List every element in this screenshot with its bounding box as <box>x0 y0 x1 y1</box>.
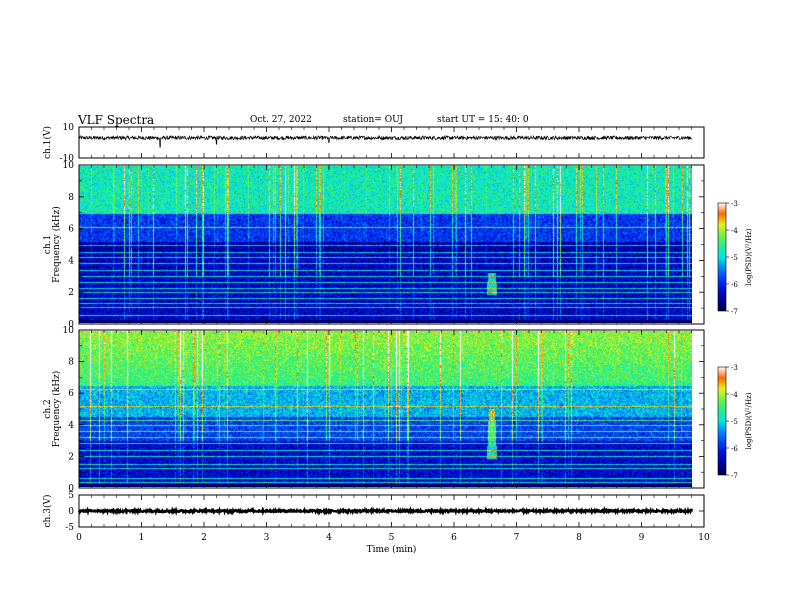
colorbar-tick-label: -6 <box>731 281 738 289</box>
y-tick-label: 2 <box>68 452 74 462</box>
y-axis-label-ch3-waveform: ch.3(V) <box>42 495 53 528</box>
colorbar-label: log(PSD)(V²/Hz) <box>745 228 753 285</box>
date-label: Oct. 27, 2022 <box>250 115 312 125</box>
colorbar-tick-label: -7 <box>731 472 738 480</box>
figure-title: VLF Spectra <box>78 113 155 127</box>
y-tick-label: 10 <box>63 326 75 336</box>
y-tick-label: 6 <box>68 225 74 235</box>
x-tick-label: 0 <box>76 533 82 543</box>
colorbar-tick-label: -7 <box>731 308 738 316</box>
y-tick-label: -5 <box>65 523 74 533</box>
y-tick-label: 6 <box>68 389 74 399</box>
y-tick-label: 8 <box>68 358 74 368</box>
colorbar-ch1-spectrogram <box>717 202 727 312</box>
x-tick-label: 4 <box>326 533 332 543</box>
station-label: station= OUJ <box>343 115 404 125</box>
x-tick-label: 9 <box>639 533 645 543</box>
y-axis-label-frequency: Frequency (kHz) <box>51 206 62 283</box>
x-tick-label: 8 <box>576 533 582 543</box>
x-tick-label: 7 <box>514 533 520 543</box>
spectrogram-image-ch1-spectrogram <box>79 166 692 323</box>
y-axis-label-channel: ch.2 <box>43 399 53 418</box>
y-tick-label: 0 <box>68 484 74 494</box>
y-axis-label-frequency: Frequency (kHz) <box>51 371 62 448</box>
waveform-ch3-waveform <box>77 505 694 517</box>
x-tick-label: 5 <box>389 533 395 543</box>
axis-ticks <box>78 126 705 528</box>
colorbars: -3 -4 -5 -6 -7 log(PSD)(V²/Hz) -3 -4 -5 -6 -7 log(P… <box>717 200 753 480</box>
y-tick-label: 4 <box>68 256 74 266</box>
y-tick-label: 2 <box>68 288 74 298</box>
x-tick-label: 10 <box>698 533 710 543</box>
y-tick-label: 0 <box>68 320 74 330</box>
start-time-label: start UT = 15: 40: 0 <box>437 115 529 125</box>
colorbar-ch2-spectrogram <box>717 366 727 476</box>
y-tick-label: 0 <box>68 507 74 517</box>
y-tick-label: -10 <box>60 154 75 164</box>
spectrogram-image-ch2-spectrogram <box>79 331 692 487</box>
colorbar-tick-label: -3 <box>731 200 738 208</box>
x-tick-label: 6 <box>451 533 457 543</box>
y-axis-label-channel: ch.1 <box>43 235 53 254</box>
colorbar-tick-label: -5 <box>731 254 738 262</box>
colorbar-tick-label: -3 <box>731 364 738 372</box>
colorbar-tick-label: -6 <box>731 445 738 453</box>
x-tick-label: 2 <box>201 533 207 543</box>
colorbar-tick-label: -4 <box>731 391 738 399</box>
x-tick-label: 3 <box>264 533 270 543</box>
y-tick-label: 4 <box>68 421 74 431</box>
y-tick-label: 5 <box>68 491 74 501</box>
waveform-traces <box>77 134 694 517</box>
y-tick-label: 10 <box>63 123 75 133</box>
y-tick-label: 8 <box>68 193 74 203</box>
y-axis-label-ch1-waveform: ch.1(V) <box>42 126 53 159</box>
colorbar-label: log(PSD)(V²/Hz) <box>745 392 753 449</box>
colorbar-tick-label: -4 <box>731 227 738 235</box>
spectrogram-images <box>79 166 692 487</box>
y-tick-label: 10 <box>63 161 75 171</box>
colorbar-tick-label: -5 <box>731 418 738 426</box>
x-tick-label: 1 <box>139 533 145 543</box>
waveform-ch1-waveform <box>78 134 693 148</box>
x-axis-label: Time (min) <box>367 544 417 555</box>
